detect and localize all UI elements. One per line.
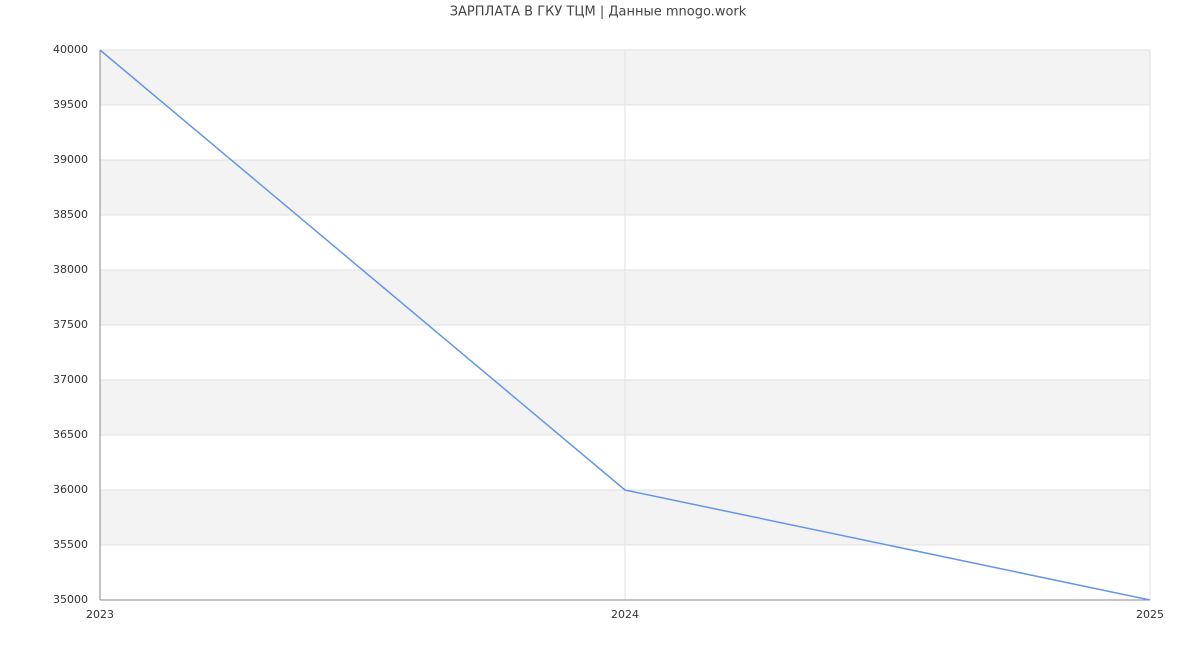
y-tick-label: 38000 (53, 263, 88, 276)
x-tick-label: 2025 (1136, 608, 1164, 621)
y-tick-label: 35500 (53, 538, 88, 551)
y-tick-label: 35000 (53, 593, 88, 606)
y-tick-label: 38500 (53, 208, 88, 221)
chart-title: ЗАРПЛАТА В ГКУ ТЦМ | Данные mnogo.work (450, 5, 747, 20)
y-tick-label: 39000 (53, 153, 88, 166)
y-tick-label: 36500 (53, 428, 88, 441)
line-series (99, 49, 1151, 601)
x-tick-label: 2024 (611, 608, 639, 621)
y-tick-label: 36000 (53, 483, 88, 496)
y-tick-label: 39500 (53, 98, 88, 111)
y-tick-label: 40000 (53, 43, 88, 56)
x-tick-label: 2023 (86, 608, 114, 621)
y-tick-label: 37000 (53, 373, 88, 386)
y-tick-label: 37500 (53, 318, 88, 331)
